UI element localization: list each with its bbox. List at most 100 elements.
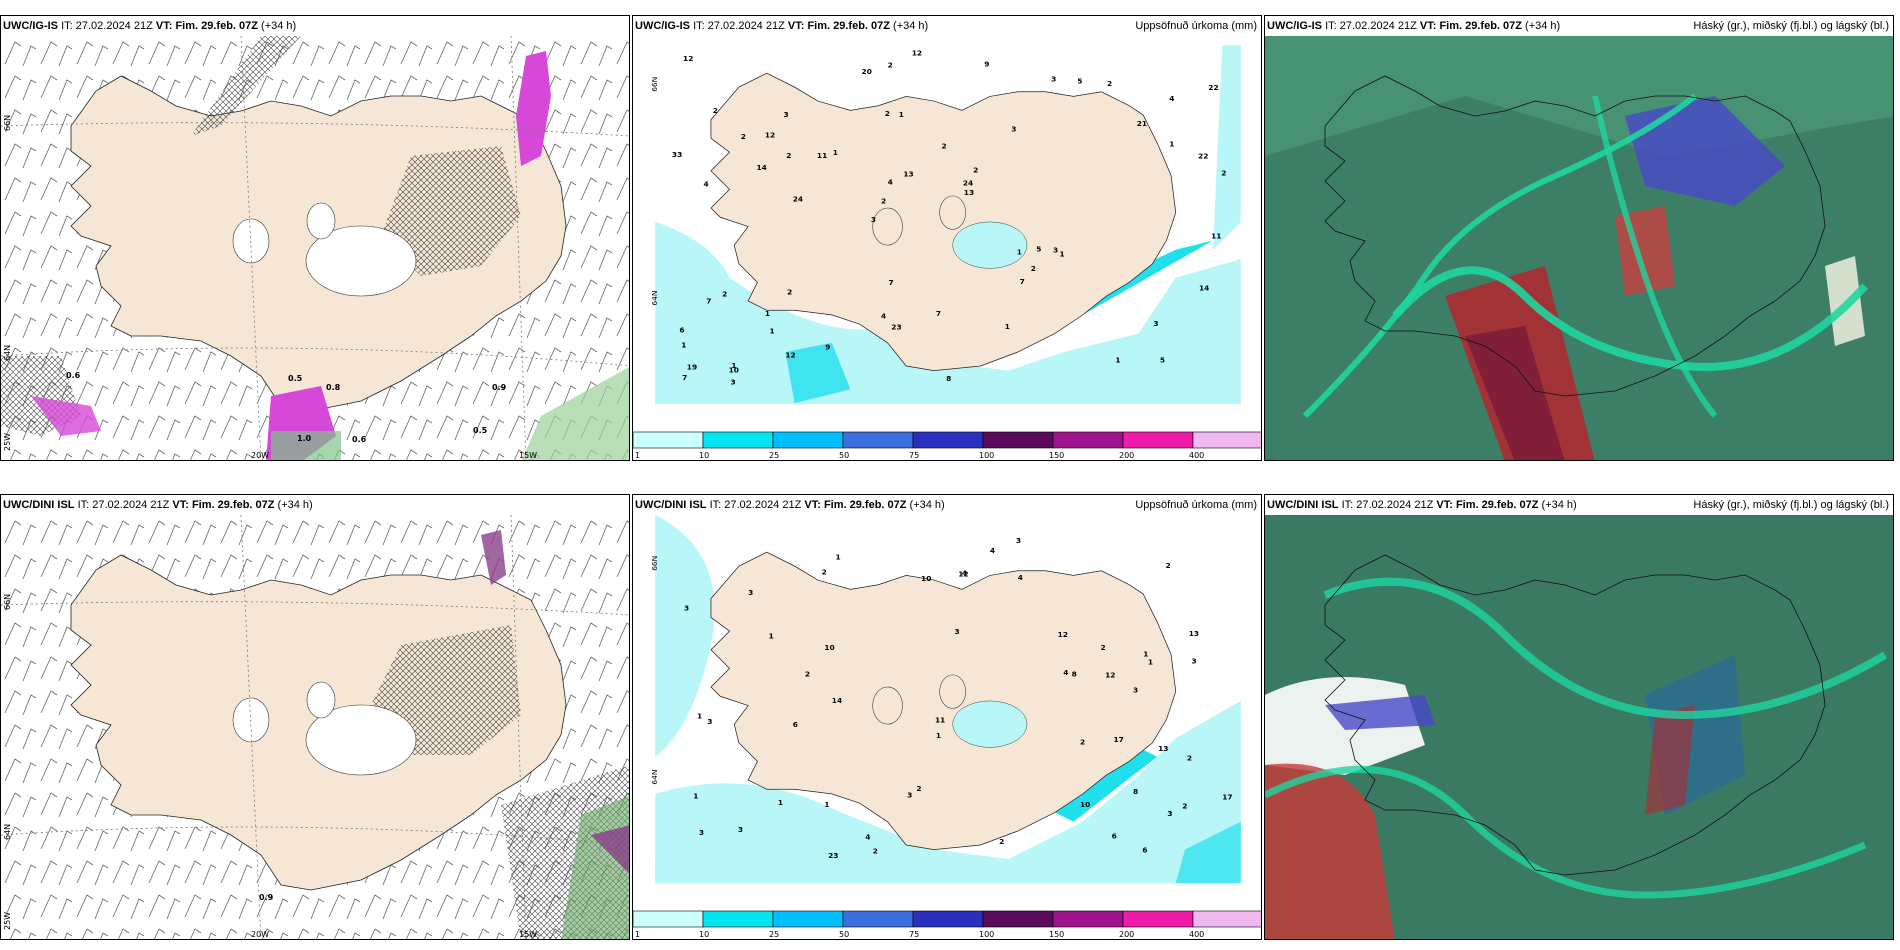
legend-label: 1: [635, 451, 640, 460]
lead-time: (+34 h): [893, 20, 929, 32]
precip-value: 3: [730, 378, 735, 387]
legend-swatch: [982, 910, 1054, 928]
precip-value: 10: [921, 574, 931, 583]
precip-value: 7: [682, 373, 687, 382]
it-label: IT:: [61, 20, 73, 32]
precip-value: 1: [836, 553, 841, 562]
precip-value: 6: [1112, 831, 1117, 840]
precip-value: 2: [786, 151, 791, 160]
contour-value: 0.8: [326, 383, 341, 392]
precip-value: 4: [704, 180, 709, 189]
legend-label: 25: [769, 930, 779, 939]
precip-value: 1: [1148, 658, 1153, 667]
lon-label-15w: 15W: [519, 930, 537, 939]
precip-value: 3: [1192, 657, 1197, 666]
precip-map[interactable]: 66N 64N 54433122211112122211244332133811…: [633, 36, 1262, 432]
it-label: IT:: [709, 499, 722, 511]
precip-value: 2: [787, 287, 792, 296]
precip-value: 9: [984, 60, 989, 69]
lead-time: (+34 h): [277, 499, 313, 511]
precip-value: 2: [916, 784, 921, 793]
precip-value: 5: [1077, 76, 1082, 85]
iceland-outline: [1324, 554, 1826, 876]
legend-label: 10: [699, 930, 709, 939]
iceland-outline: [1324, 75, 1826, 397]
precip-value: 22: [1198, 152, 1208, 161]
cloud-title: Háský (gr.), miðský (fj.bl.) og lágský (…: [1693, 499, 1889, 511]
precip-value: 2: [1221, 168, 1226, 177]
lon-label-20w: 20W: [251, 930, 269, 939]
precip-value: 17: [1222, 792, 1232, 801]
precip-value: 12: [785, 351, 795, 360]
cloud-map[interactable]: [1265, 515, 1894, 940]
legend-swatch: [702, 910, 774, 928]
precip-value: 1: [731, 361, 736, 370]
precip-value: 4: [990, 546, 995, 555]
panel-title: UWC/DINI ISL IT: 27.02.2024 21Z VT: Fim.…: [3, 499, 313, 511]
precip-value: 20: [862, 67, 872, 76]
precip-map[interactable]: 66N 64N 81323311121333213322113244344121…: [633, 515, 1262, 911]
legend-label: 200: [1119, 451, 1134, 460]
precip-value: 13: [1158, 744, 1168, 753]
wind-map[interactable]: 20W 15W 66N 64N 25W 0.80.50.60.91.00.50.…: [1, 36, 630, 461]
precip-value: 8: [1072, 670, 1077, 679]
model-name: UWC/IG-IS: [3, 20, 58, 32]
precip-value: 1: [1169, 140, 1174, 149]
precip-value: 7: [706, 297, 711, 306]
init-time: 27.02.2024 21Z: [75, 20, 153, 32]
precip-value: 1: [778, 798, 783, 807]
wind-map[interactable]: 20W 15W 66N 64N 25W 0.9: [1, 515, 630, 940]
it-label: IT:: [1325, 20, 1337, 32]
wind-panel-row2: UWC/DINI ISL IT: 27.02.2024 21Z VT: Fim.…: [0, 494, 630, 940]
it-label: IT:: [1341, 499, 1354, 511]
lead-time: (+34 h): [261, 20, 297, 32]
precip-value: 10: [1080, 800, 1090, 809]
precip-value: 19: [687, 363, 697, 372]
contour-value: 1.0: [297, 434, 312, 443]
precip-value: 21: [1137, 119, 1147, 128]
precip-value: 3: [783, 110, 788, 119]
precip-value: 1: [1143, 649, 1148, 658]
legend-swatch: [1192, 431, 1261, 449]
precip-value: 14: [757, 163, 767, 172]
precip-value: 2: [1182, 802, 1187, 811]
lead-time: (+34 h): [1541, 499, 1577, 511]
legend-label: 1: [635, 930, 640, 939]
precip-value: 2: [1031, 264, 1036, 273]
precip-value: 1: [697, 712, 702, 721]
precip-value: 1: [769, 632, 774, 641]
legend-label: 100: [979, 930, 994, 939]
legend-swatch: [1122, 910, 1194, 928]
precip-value: 3: [707, 717, 712, 726]
legend-swatch: [1122, 431, 1194, 449]
model-name: UWC/DINI ISL: [1267, 499, 1339, 511]
precip-value: 7: [936, 309, 941, 318]
precip-value: 4: [1169, 94, 1174, 103]
iceland-land: [710, 72, 1177, 372]
precip-value: 12: [1105, 671, 1115, 680]
precip-value: 2: [885, 109, 890, 118]
precip-value: 13: [1189, 629, 1199, 638]
precip-value: 24: [793, 194, 803, 203]
lon-label-15w: 15W: [519, 451, 537, 460]
precip-value: 6: [679, 326, 684, 335]
precip-value: 3: [907, 791, 912, 800]
precip-value: 4: [865, 832, 870, 841]
legend-label: 50: [839, 930, 849, 939]
precip-value: 8: [1133, 787, 1138, 796]
cloud-map[interactable]: [1265, 36, 1894, 461]
legend-swatch: [1052, 910, 1124, 928]
precip-value: 2: [881, 196, 886, 205]
precip-value: 1: [824, 800, 829, 809]
wind-values: 0.8 0.5 0.6 0.9 1.0 0.5 0.6: [66, 371, 507, 444]
precip-value: 8: [946, 374, 951, 383]
legend-swatch: [772, 431, 844, 449]
contour-value: 0.9: [259, 893, 274, 902]
precip-value: 5: [1160, 355, 1165, 364]
lat-label-64n: 64N: [650, 770, 659, 785]
legend-label: 75: [909, 451, 919, 460]
precip-value: 1: [936, 731, 941, 740]
precip-value: 22: [1208, 83, 1218, 92]
cloud-title: Háský (gr.), miðský (fj.bl.) og lágský (…: [1693, 20, 1889, 32]
precip-value: 14: [1199, 284, 1209, 293]
